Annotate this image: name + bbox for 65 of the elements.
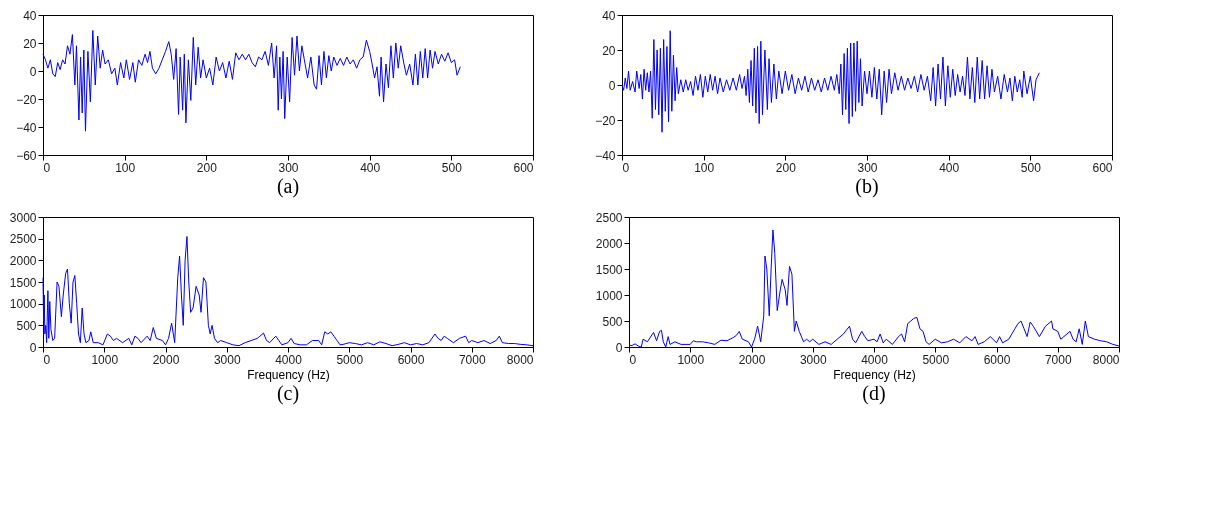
text: (b) — [855, 175, 879, 198]
y-tick-label: 1500 — [9, 275, 37, 290]
x-tick-label: 1000 — [677, 352, 705, 367]
x-tick-label: 8000 — [506, 352, 534, 367]
x-axis-title: Frequency (Hz) — [833, 367, 916, 382]
y-tick-label: 1500 — [595, 262, 623, 277]
x-tick-label: 0 — [43, 352, 51, 367]
line-series — [42, 29, 461, 132]
y-tick-label: 40 — [602, 8, 616, 23]
x-tick-label: 200 — [775, 160, 797, 175]
x-tick-label: 2000 — [152, 352, 180, 367]
x-tick-label: 100 — [694, 160, 715, 175]
x-tick-label: 4000 — [275, 352, 303, 367]
x-tick-label: 4000 — [861, 352, 889, 367]
x-tick-label: 2000 — [738, 352, 766, 367]
x-tick-label: 500 — [1020, 160, 1042, 175]
y-tick-label: 20 — [23, 36, 37, 51]
x-tick-label: 6000 — [983, 352, 1011, 367]
y-tick-label: 1000 — [9, 297, 37, 312]
y-tick-label: −40 — [595, 148, 616, 163]
x-tick-label: 7000 — [1044, 352, 1072, 367]
y-tick-label: 40 — [23, 8, 37, 23]
y-tick-label: 2000 — [9, 253, 37, 268]
y-tick-label: −40 — [16, 120, 37, 135]
x-tick-label: 300 — [278, 160, 299, 175]
x-tick-label: 300 — [857, 160, 878, 175]
x-tick-label: 0 — [43, 160, 51, 175]
x-tick-label: 1000 — [91, 352, 119, 367]
text: (c) — [276, 382, 300, 405]
y-tick-label: −20 — [16, 92, 37, 107]
line-series — [42, 236, 534, 347]
x-tick-label: 7000 — [458, 352, 486, 367]
x-tick-label: 600 — [1092, 160, 1113, 175]
y-tick-label: 500 — [16, 318, 37, 333]
x-tick-label: 8000 — [1092, 352, 1120, 367]
x-tick-label: 6000 — [397, 352, 425, 367]
x-tick-label: 3000 — [213, 352, 241, 367]
y-tick-label: 500 — [602, 314, 623, 329]
line-series — [628, 229, 1120, 348]
x-tick-label: 200 — [196, 160, 218, 175]
y-tick-label: 3000 — [9, 210, 37, 225]
x-tick-label: 0 — [629, 352, 637, 367]
y-tick-label: 0 — [29, 64, 37, 79]
y-tick-label: 2500 — [9, 232, 37, 247]
y-tick-label: 0 — [615, 340, 623, 355]
x-tick-label: 600 — [513, 160, 534, 175]
x-tick-label: 400 — [360, 160, 381, 175]
y-tick-label: −20 — [595, 113, 616, 128]
x-tick-label: 100 — [115, 160, 136, 175]
x-axis-title: Frequency (Hz) — [247, 367, 330, 382]
y-tick-label: 0 — [29, 340, 37, 355]
y-tick-label: 1000 — [595, 288, 623, 303]
x-tick-label: 5000 — [922, 352, 950, 367]
text: (d) — [862, 382, 886, 405]
y-tick-label: 0 — [608, 78, 616, 93]
x-tick-label: 400 — [939, 160, 960, 175]
y-tick-label: 2500 — [595, 210, 623, 225]
line-series — [621, 30, 1040, 133]
y-tick-label: 2000 — [595, 236, 623, 251]
x-tick-label: 5000 — [336, 352, 364, 367]
y-tick-label: 20 — [602, 43, 616, 58]
x-tick-label: 500 — [441, 160, 463, 175]
y-tick-label: −60 — [16, 148, 37, 163]
x-tick-label: 3000 — [799, 352, 827, 367]
text: (a) — [276, 175, 300, 198]
